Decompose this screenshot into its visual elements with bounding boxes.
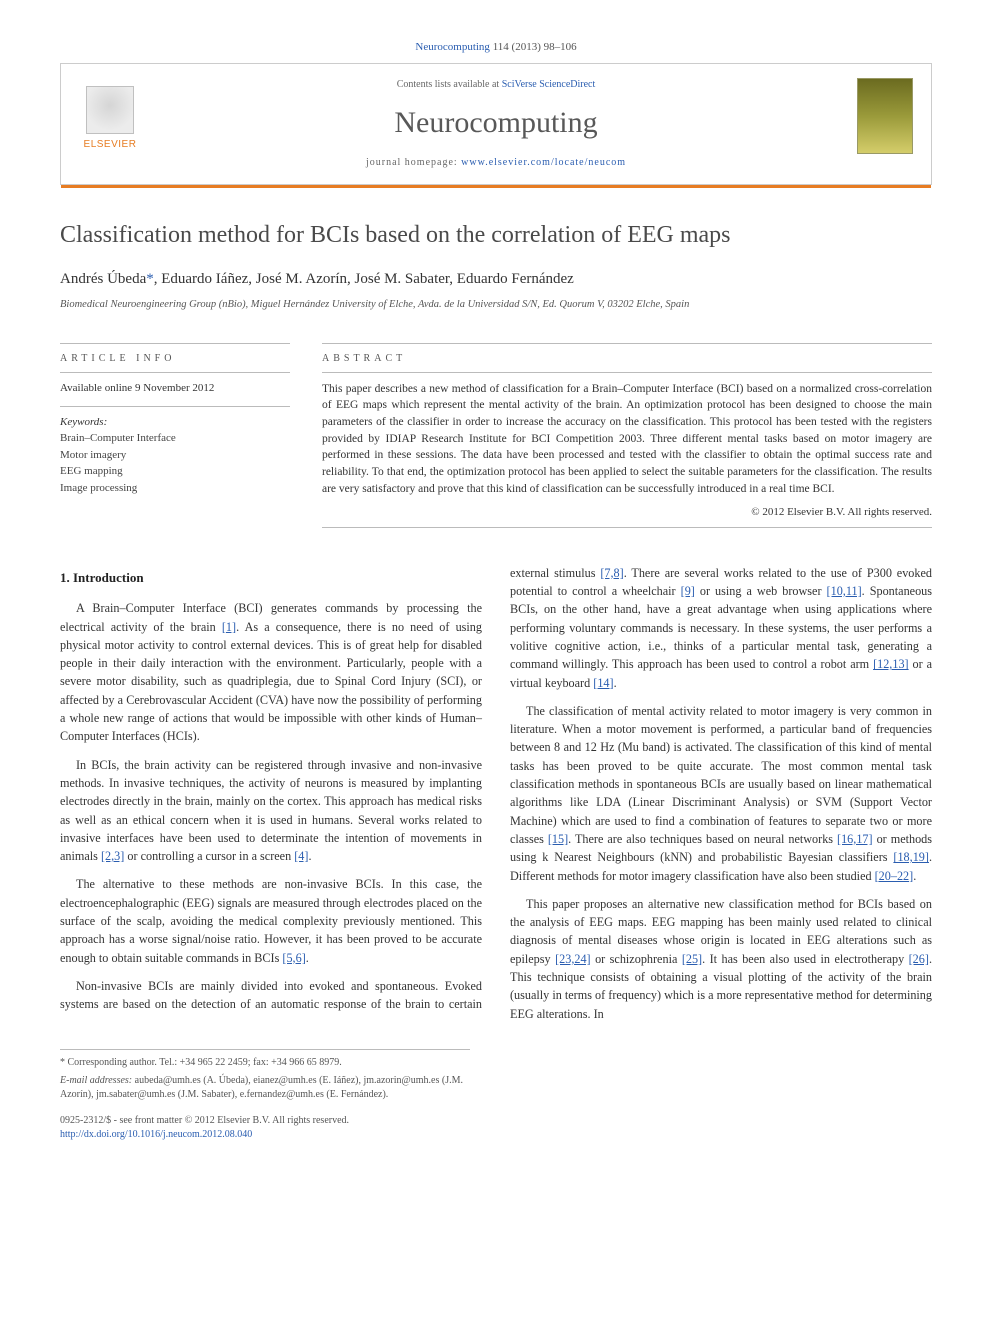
text-run: The classification of mental activity re… <box>510 704 932 846</box>
ref-link[interactable]: [18,19] <box>893 850 929 864</box>
text-run: . <box>913 869 916 883</box>
corresponding-marker[interactable]: * <box>146 271 154 287</box>
keywords-list: Brain–Computer Interface Motor imagery E… <box>60 431 290 496</box>
elsevier-logo[interactable]: ELSEVIER <box>79 86 141 156</box>
issn-copyright-line: 0925-2312/$ - see front matter © 2012 El… <box>60 1114 932 1128</box>
ref-link[interactable]: [16,17] <box>837 832 873 846</box>
text-run: or using a web browser <box>695 584 827 598</box>
text-run: or controlling a cursor in a screen <box>124 849 294 863</box>
elsevier-tree-icon <box>86 86 134 134</box>
contents-line: Contents lists available at SciVerse Sci… <box>171 78 821 92</box>
top-citation: Neurocomputing 114 (2013) 98–106 <box>60 40 932 55</box>
paragraph: In BCIs, the brain activity can be regis… <box>60 756 482 866</box>
ref-link[interactable]: [20–22] <box>875 869 914 883</box>
ref-link[interactable]: [15] <box>548 832 568 846</box>
elsevier-label: ELSEVIER <box>84 138 137 152</box>
affiliation: Biomedical Neuroengineering Group (nBio)… <box>60 298 932 313</box>
text-run: . <box>306 951 309 965</box>
citation-vol-pages: 114 (2013) 98–106 <box>490 41 577 53</box>
footer-issn-block: 0925-2312/$ - see front matter © 2012 El… <box>60 1114 932 1142</box>
journal-header-box: ELSEVIER Contents lists available at Sci… <box>60 63 932 185</box>
corresponding-author-footnote: * Corresponding author. Tel.: +34 965 22… <box>60 1056 470 1070</box>
paragraph: A Brain–Computer Interface (BCI) generat… <box>60 599 482 745</box>
homepage-prefix: journal homepage: <box>366 157 461 168</box>
authors-line: Andrés Úbeda*, Eduardo Iáñez, José M. Az… <box>60 269 932 290</box>
footnote-block: * Corresponding author. Tel.: +34 965 22… <box>60 1049 470 1102</box>
article-body: 1. Introduction A Brain–Computer Interfa… <box>60 564 932 1023</box>
journal-homepage-link[interactable]: www.elsevier.com/locate/neucom <box>461 157 626 168</box>
paragraph: This paper proposes an alternative new c… <box>510 895 932 1023</box>
paragraph: The classification of mental activity re… <box>510 702 932 885</box>
homepage-line: journal homepage: www.elsevier.com/locat… <box>171 156 821 170</box>
text-run: . As a consequence, there is no need of … <box>60 620 482 744</box>
journal-cover-thumbnail[interactable] <box>857 78 913 154</box>
emails-label: E-mail addresses: <box>60 1075 132 1086</box>
ref-link[interactable]: [12,13] <box>873 657 909 671</box>
keyword-item: Image processing <box>60 481 290 496</box>
ref-link[interactable]: [10,11] <box>827 584 862 598</box>
article-info-label: ARTICLE INFO <box>60 352 290 366</box>
ref-link[interactable]: [14] <box>593 676 613 690</box>
keyword-item: Brain–Computer Interface <box>60 431 290 446</box>
ref-link[interactable]: [23,24] <box>555 952 591 966</box>
article-title: Classification method for BCIs based on … <box>60 219 932 253</box>
text-run: . <box>614 676 617 690</box>
journal-name: Neurocomputing <box>171 102 821 144</box>
abstract-label: ABSTRACT <box>322 352 932 366</box>
doi-link[interactable]: http://dx.doi.org/10.1016/j.neucom.2012.… <box>60 1129 252 1140</box>
text-run: or schizophrenia <box>591 952 682 966</box>
ref-link[interactable]: [1] <box>222 620 236 634</box>
ref-link[interactable]: [5,6] <box>282 951 305 965</box>
contents-prefix: Contents lists available at <box>397 79 502 90</box>
article-info-column: ARTICLE INFO Available online 9 November… <box>60 337 290 536</box>
abstract-text: This paper describes a new method of cla… <box>322 381 932 498</box>
abstract-column: ABSTRACT This paper describes a new meth… <box>322 337 932 536</box>
keyword-item: EEG mapping <box>60 464 290 479</box>
sciencedirect-link[interactable]: SciVerse ScienceDirect <box>502 79 596 90</box>
text-run: . It has been also used in electrotherap… <box>702 952 909 966</box>
ref-link[interactable]: [4] <box>294 849 308 863</box>
text-run: The alternative to these methods are non… <box>60 877 482 964</box>
citation-journal-link[interactable]: Neurocomputing <box>415 41 490 53</box>
abstract-copyright: © 2012 Elsevier B.V. All rights reserved… <box>322 505 932 520</box>
ref-link[interactable]: [9] <box>681 584 695 598</box>
emails-footnote: E-mail addresses: aubeda@umh.es (A. Úbed… <box>60 1074 470 1102</box>
text-run: . <box>308 849 311 863</box>
text-run: In BCIs, the brain activity can be regis… <box>60 758 482 863</box>
author-first: Andrés Úbeda <box>60 271 146 287</box>
keywords-label: Keywords: <box>60 415 290 430</box>
ref-link[interactable]: [2,3] <box>101 849 124 863</box>
authors-rest: , Eduardo Iáñez, José M. Azorín, José M.… <box>154 271 574 287</box>
available-online-line: Available online 9 November 2012 <box>60 381 290 396</box>
paragraph: The alternative to these methods are non… <box>60 875 482 966</box>
keyword-item: Motor imagery <box>60 448 290 463</box>
ref-link[interactable]: [25] <box>682 952 702 966</box>
ref-link[interactable]: [26] <box>909 952 929 966</box>
section-heading-intro: 1. Introduction <box>60 568 482 588</box>
ref-link[interactable]: [7,8] <box>600 566 623 580</box>
text-run: . There are also techniques based on neu… <box>568 832 837 846</box>
